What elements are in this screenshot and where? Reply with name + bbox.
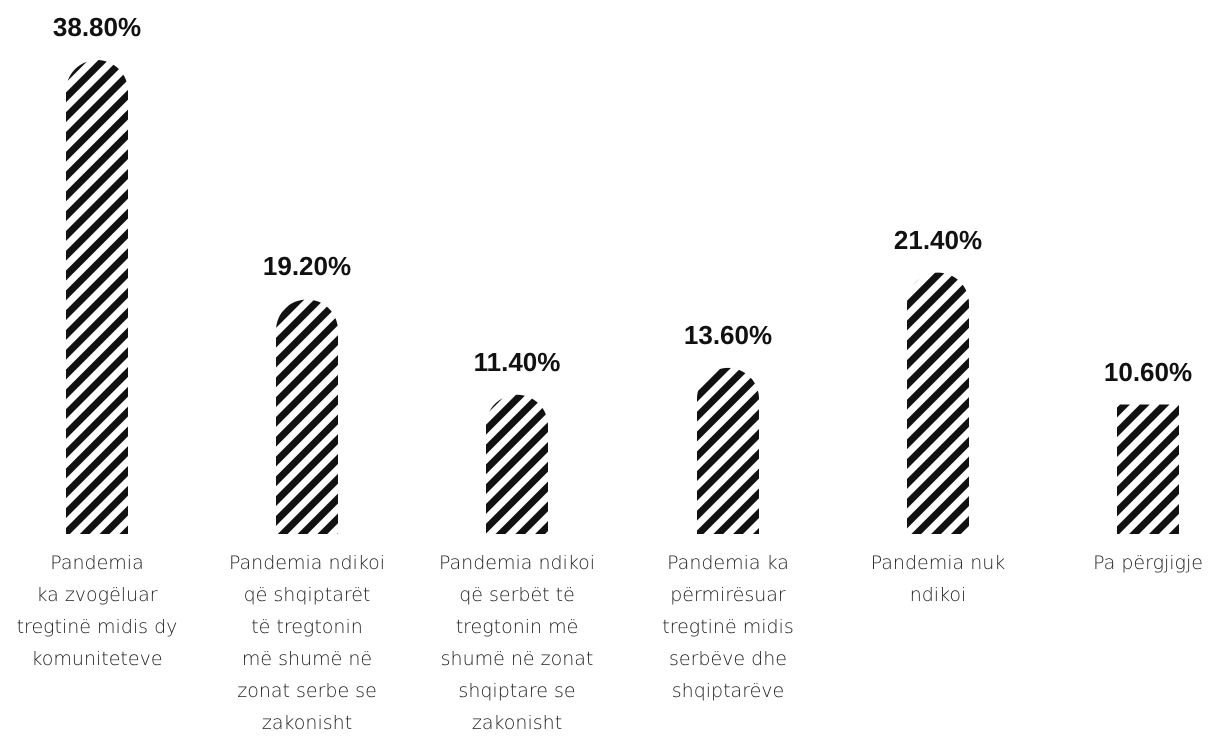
bar-5 [907, 272, 969, 534]
category-label-line: të tregtonin [251, 616, 363, 638]
category-label-line: serbëve dhe [669, 648, 787, 670]
value-label-6: 10.60% [1103, 356, 1193, 387]
category-label-5: Pandemia nuk ndikoi [843, 547, 1033, 611]
category-label-line: më shumë në [241, 648, 373, 670]
value-label-2: 19.20% [262, 251, 352, 282]
category-label-line: zonat serbe se [237, 680, 377, 702]
bar-3 [486, 394, 548, 534]
category-label-3: Pandemia ndikoi që serbët të tregtonin më s… [422, 547, 612, 739]
bar-4 [697, 367, 759, 534]
value-label-3: 11.40% [473, 346, 561, 377]
bar-1 [66, 60, 128, 534]
category-label-6: Pa përgjigje [1053, 547, 1214, 579]
category-label-line: tregtonin më [455, 616, 579, 638]
category-label-line: shumë në zonat [440, 648, 594, 670]
category-label-line: shqiptarëve [671, 680, 785, 702]
category-label-2: Pandemia ndikoi që shqiptarët të tregtonin… [212, 547, 402, 739]
category-label-line: tregtinë midis dy [16, 616, 178, 638]
category-label-line: që shqiptarët [243, 584, 371, 606]
category-label-line: që serbët të [459, 584, 575, 606]
value-label-1: 38.80% [52, 12, 142, 42]
category-label-line: Pandemia ndikoi [438, 552, 596, 574]
category-label-line: Pandemia ka [667, 552, 789, 574]
category-label-line: komuniteteve [31, 648, 163, 670]
category-label-line: zakonisht [471, 712, 563, 734]
category-label-line: ka zvogëluar [36, 584, 158, 606]
category-label-line: tregtinë midis [662, 616, 794, 638]
category-label-line: përmirësuar [670, 584, 786, 606]
category-label-line: ndikoi [909, 584, 967, 606]
bars-group [66, 60, 1179, 534]
bar-6 [1117, 404, 1179, 534]
category-label-line: Pandemia ndikoi [228, 552, 386, 574]
category-label-1: Pandemia ka zvogëluar tregtinë midis dy kom… [2, 547, 192, 675]
category-label-line: Pandemia nuk [870, 552, 1006, 574]
value-label-5: 21.40% [893, 224, 983, 255]
category-label-line: zakonisht [261, 712, 353, 734]
category-label-4: Pandemia ka përmirësuar tregtinë midis serb… [633, 547, 823, 707]
category-label-line: Pandemia [50, 552, 144, 574]
bar-2 [276, 299, 338, 534]
value-label-4: 13.60% [683, 319, 773, 350]
category-label-line: Pa përgjigje [1093, 552, 1203, 574]
category-label-line: shqiptare se [458, 680, 576, 702]
